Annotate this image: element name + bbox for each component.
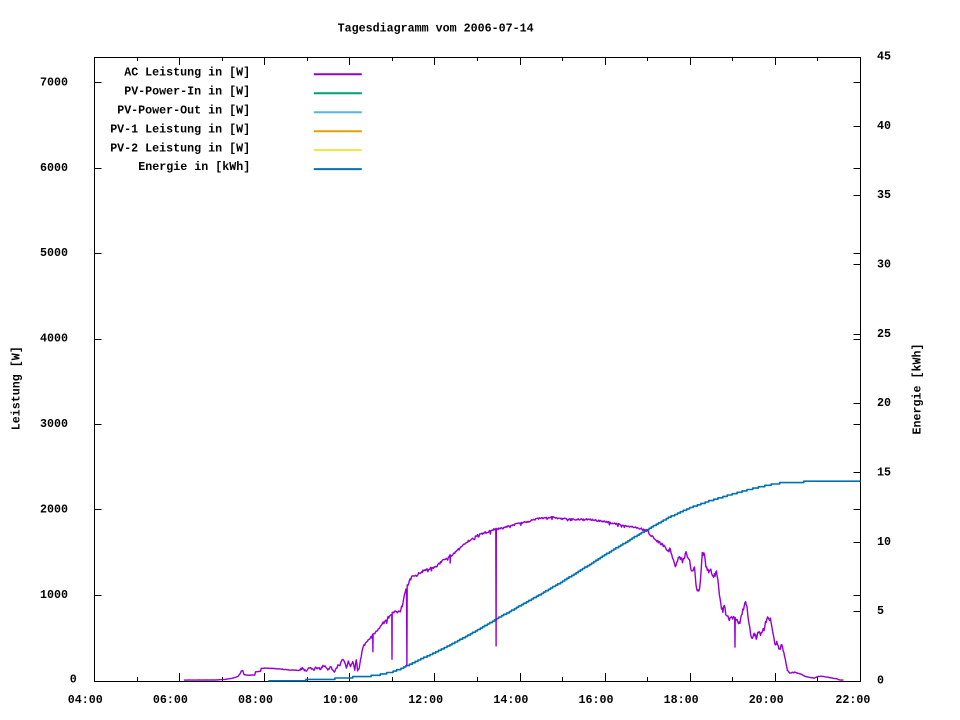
svg-text:08:00: 08:00 xyxy=(238,693,273,707)
svg-text:35: 35 xyxy=(877,188,891,202)
svg-text:5000: 5000 xyxy=(40,246,68,260)
svg-text:PV-Power-Out in [W]: PV-Power-Out in [W] xyxy=(117,103,250,117)
svg-text:3000: 3000 xyxy=(40,417,68,431)
svg-text:12:00: 12:00 xyxy=(408,693,443,707)
svg-text:45: 45 xyxy=(877,50,891,64)
svg-text:6000: 6000 xyxy=(40,161,68,175)
svg-text:Leistung [W]: Leistung [W] xyxy=(9,346,23,430)
svg-text:30: 30 xyxy=(877,258,891,272)
svg-text:20: 20 xyxy=(877,396,891,410)
svg-text:1000: 1000 xyxy=(40,588,68,602)
svg-text:0: 0 xyxy=(877,673,884,687)
svg-text:Tagesdiagramm vom 2006-07-14: Tagesdiagramm vom 2006-07-14 xyxy=(338,22,534,36)
svg-text:22:00: 22:00 xyxy=(835,693,870,707)
svg-text:PV-1 Leistung in [W]: PV-1 Leistung in [W] xyxy=(110,122,250,136)
svg-text:PV-2 Leistung in [W]: PV-2 Leistung in [W] xyxy=(110,141,250,155)
svg-text:25: 25 xyxy=(877,327,891,341)
svg-text:PV-Power-In in [W]: PV-Power-In in [W] xyxy=(124,85,250,99)
svg-text:15: 15 xyxy=(877,466,891,480)
svg-text:20:00: 20:00 xyxy=(749,693,784,707)
svg-text:Energie [kWh]: Energie [kWh] xyxy=(910,344,924,435)
svg-text:2000: 2000 xyxy=(40,503,68,517)
svg-text:10:00: 10:00 xyxy=(323,693,358,707)
svg-text:AC Leistung in [W]: AC Leistung in [W] xyxy=(124,66,250,80)
svg-text:7000: 7000 xyxy=(40,75,68,89)
svg-text:06:00: 06:00 xyxy=(153,693,188,707)
svg-text:18:00: 18:00 xyxy=(664,693,699,707)
svg-text:04:00: 04:00 xyxy=(68,693,103,707)
svg-text:14:00: 14:00 xyxy=(493,693,528,707)
svg-text:16:00: 16:00 xyxy=(579,693,614,707)
svg-text:10: 10 xyxy=(877,535,891,549)
svg-text:4000: 4000 xyxy=(40,332,68,346)
svg-text:Energie in [kWh]: Energie in [kWh] xyxy=(138,160,250,174)
svg-text:40: 40 xyxy=(877,119,891,133)
svg-text:5: 5 xyxy=(877,604,884,618)
svg-text:0: 0 xyxy=(70,673,77,687)
